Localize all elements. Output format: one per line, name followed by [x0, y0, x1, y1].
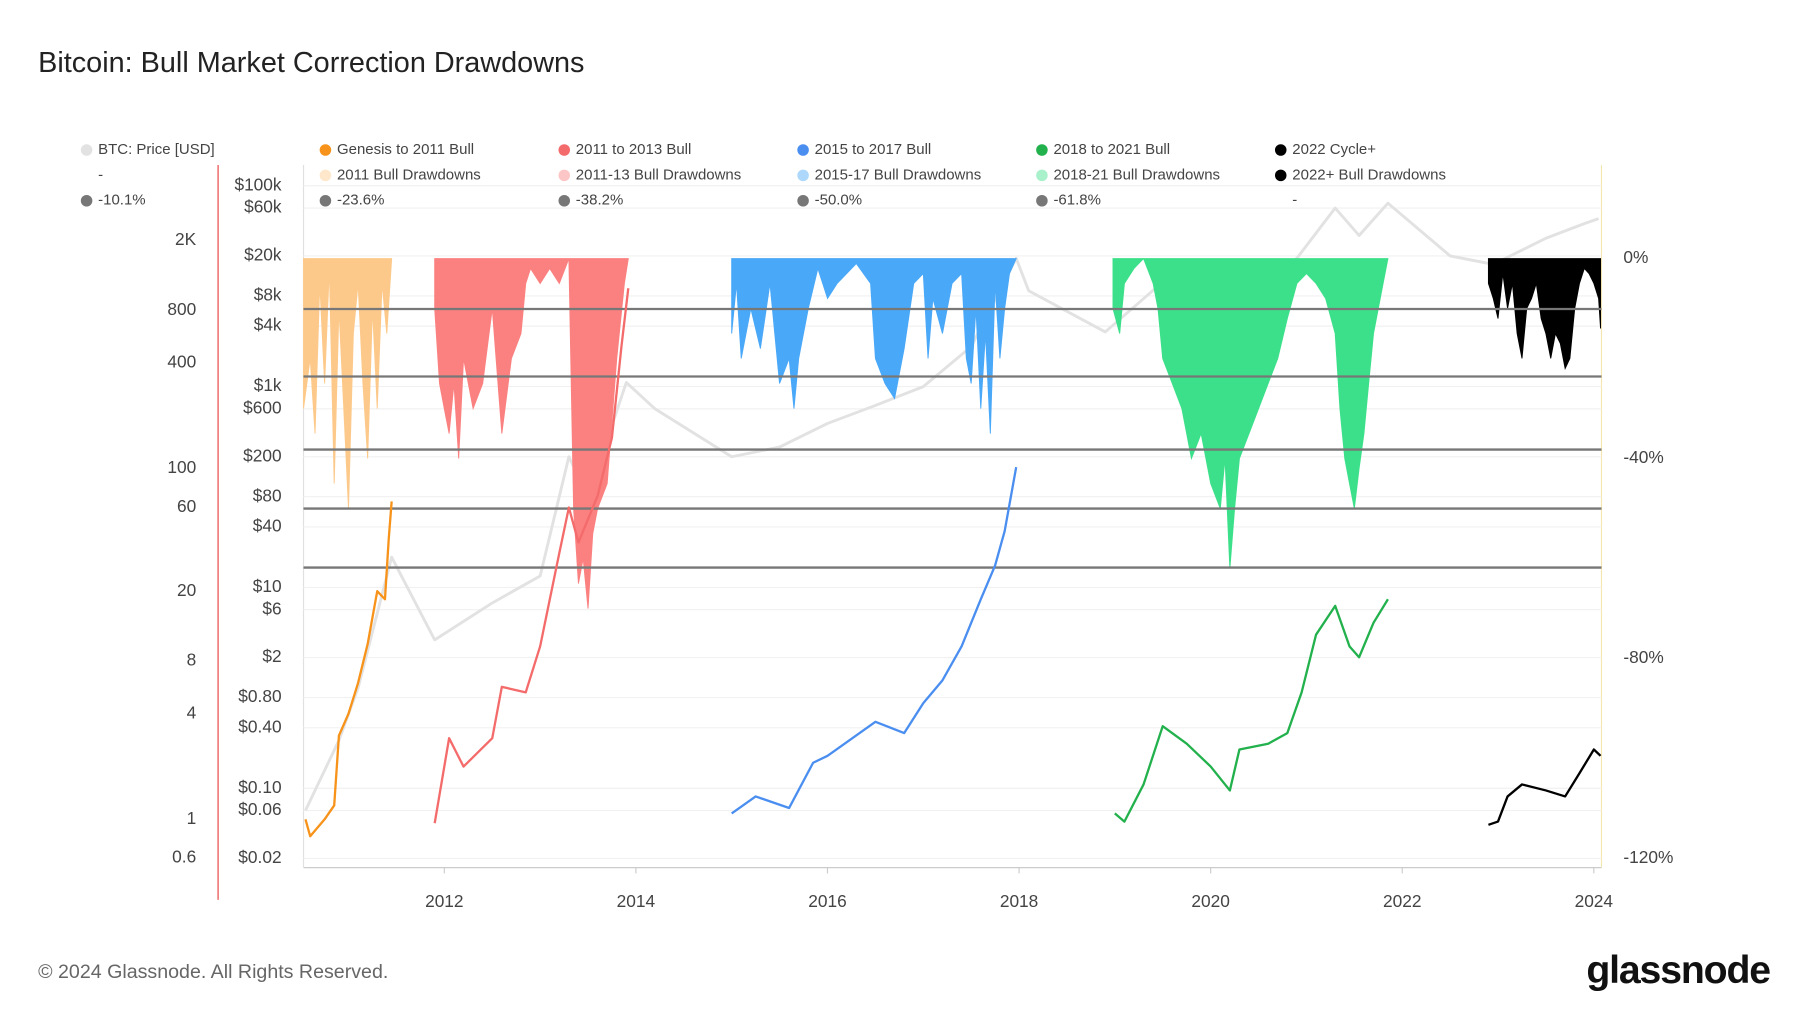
legend-marker — [1274, 144, 1287, 156]
legend-marker — [1036, 169, 1048, 182]
series-line — [1488, 748, 1602, 826]
legend-label: Genesis to 2011 Bull — [337, 141, 474, 158]
legend-marker — [558, 169, 571, 182]
legend-marker — [558, 194, 571, 207]
price-tick-label: $2 — [262, 646, 281, 666]
price-tick-label: $0.40 — [238, 716, 281, 736]
legend-marker — [797, 169, 809, 182]
price-tick-label: $6 — [262, 598, 281, 618]
cycle-tick-label: 8 — [187, 650, 197, 670]
price-tick-label: $80 — [253, 485, 282, 505]
drawdown-tick-label: -80% — [1623, 647, 1663, 667]
legend-marker — [319, 144, 332, 156]
price-tick-label: $4k — [254, 315, 282, 335]
legend-label: - — [1292, 192, 1297, 209]
cycle-tick-label: 800 — [167, 299, 196, 319]
price-tick-label: $0.80 — [238, 686, 281, 706]
legend-marker — [1274, 169, 1287, 182]
legend-label: 2022 Cycle+ — [1292, 141, 1376, 158]
legend-marker — [319, 169, 332, 182]
legend-marker — [1036, 144, 1048, 156]
x-tick-label: 2016 — [808, 891, 846, 911]
series-line — [731, 466, 1018, 815]
drawdown-tick-label: 0% — [1623, 247, 1648, 267]
x-tick-label: 2022 — [1383, 891, 1421, 911]
legend-label: -38.2% — [576, 192, 623, 209]
legend-marker — [797, 144, 809, 156]
x-tick-label: 2012 — [425, 891, 463, 911]
copyright: © 2024 Glassnode. All Rights Reserved. — [38, 961, 388, 983]
price-tick-label: $10 — [253, 576, 282, 596]
price-tick-label: $0.02 — [238, 847, 281, 867]
drawdown-tick-label: -120% — [1623, 847, 1673, 867]
price-tick-label: $200 — [243, 445, 281, 465]
legend-marker — [80, 194, 93, 207]
series-line — [304, 201, 1600, 812]
x-tick-label: 2020 — [1191, 891, 1229, 911]
legend-marker — [319, 194, 332, 207]
legend-label: -10.1% — [98, 192, 145, 209]
legend-label: -23.6% — [337, 192, 384, 209]
legend-label: - — [98, 166, 103, 183]
legend-label: -61.8% — [1053, 192, 1100, 209]
series-line — [1114, 598, 1389, 823]
legend-label: -50.0% — [815, 192, 862, 209]
legend-label: 2018-21 Bull Drawdowns — [1053, 166, 1220, 183]
price-tick-label: $0.10 — [238, 777, 281, 797]
price-tick-label: $0.06 — [238, 799, 281, 819]
legend-marker — [1036, 194, 1048, 207]
legend-label: 2011-13 Bull Drawdowns — [576, 166, 741, 183]
legend-label: 2011 Bull Drawdowns — [337, 166, 481, 183]
cycle-tick-label: 100 — [167, 457, 196, 477]
legend-label: 2011 to 2013 Bull — [576, 141, 692, 158]
legend-label: BTC: Price [USD] — [98, 141, 215, 158]
series-line — [304, 501, 393, 838]
cycle-tick-label: 4 — [187, 702, 197, 722]
brand-logo: glassnode — [1586, 948, 1770, 992]
price-tick-label: $100k — [234, 174, 281, 194]
drawdown-area — [1487, 258, 1602, 370]
drawdown-area — [1112, 257, 1389, 569]
series-line — [433, 288, 630, 824]
price-tick-label: $8k — [254, 284, 282, 304]
legend-label: 2022+ Bull Drawdowns — [1292, 166, 1446, 183]
x-tick-label: 2018 — [1000, 891, 1038, 911]
cycle-tick-label: 0.6 — [172, 847, 196, 867]
legend-label: 2015-17 Bull Drawdowns — [815, 166, 982, 183]
x-tick-label: 2014 — [617, 891, 656, 911]
cycle-tick-label: 20 — [177, 580, 196, 600]
legend-label: 2018 to 2021 Bull — [1053, 141, 1170, 158]
drawdown-tick-label: -40% — [1623, 447, 1663, 467]
legend-marker — [797, 194, 809, 207]
cycle-tick-label: 60 — [177, 496, 196, 516]
price-tick-label: $40 — [253, 516, 282, 536]
price-tick-label: $600 — [243, 397, 281, 417]
price-tick-label: $1k — [254, 375, 282, 395]
drawdown-area — [731, 258, 1017, 434]
cycle-tick-label: 1 — [187, 808, 197, 828]
cycle-tick-label: 2K — [175, 229, 197, 249]
legend-label: 2015 to 2017 Bull — [815, 141, 932, 158]
legend-marker — [80, 144, 93, 156]
legend-marker — [558, 144, 571, 156]
cycle-tick-label: 400 — [167, 352, 196, 372]
price-tick-label: $60k — [244, 197, 282, 217]
price-tick-label: $20k — [244, 245, 282, 265]
chart-title: Bitcoin: Bull Market Correction Drawdown… — [38, 47, 584, 79]
x-tick-label: 2024 — [1575, 891, 1614, 911]
